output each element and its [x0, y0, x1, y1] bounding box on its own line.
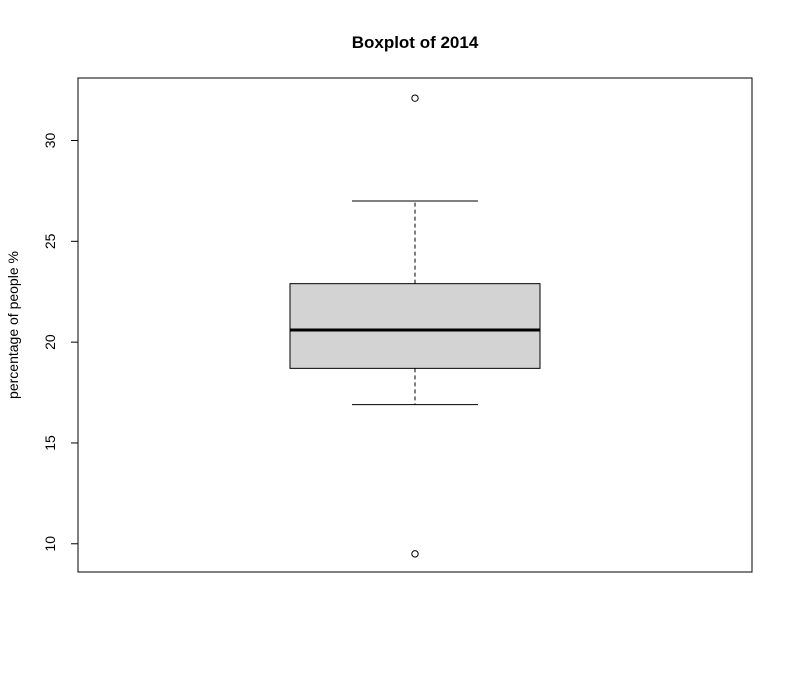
y-tick-label: 10: [42, 536, 58, 552]
box-group: [289, 94, 541, 558]
y-tick-label: 25: [42, 233, 58, 249]
y-axis-label: percentage of people %: [5, 251, 21, 399]
y-axis: 10 15 20 25 30: [42, 133, 79, 552]
outlier-point: [411, 550, 419, 558]
y-tick-label: 15: [42, 435, 58, 451]
chart-title: Boxplot of 2014: [352, 33, 479, 52]
y-tick-label: 20: [42, 334, 58, 350]
outlier-point: [411, 94, 419, 102]
interquartile-box: [289, 283, 541, 369]
y-tick-label: 30: [42, 133, 58, 149]
